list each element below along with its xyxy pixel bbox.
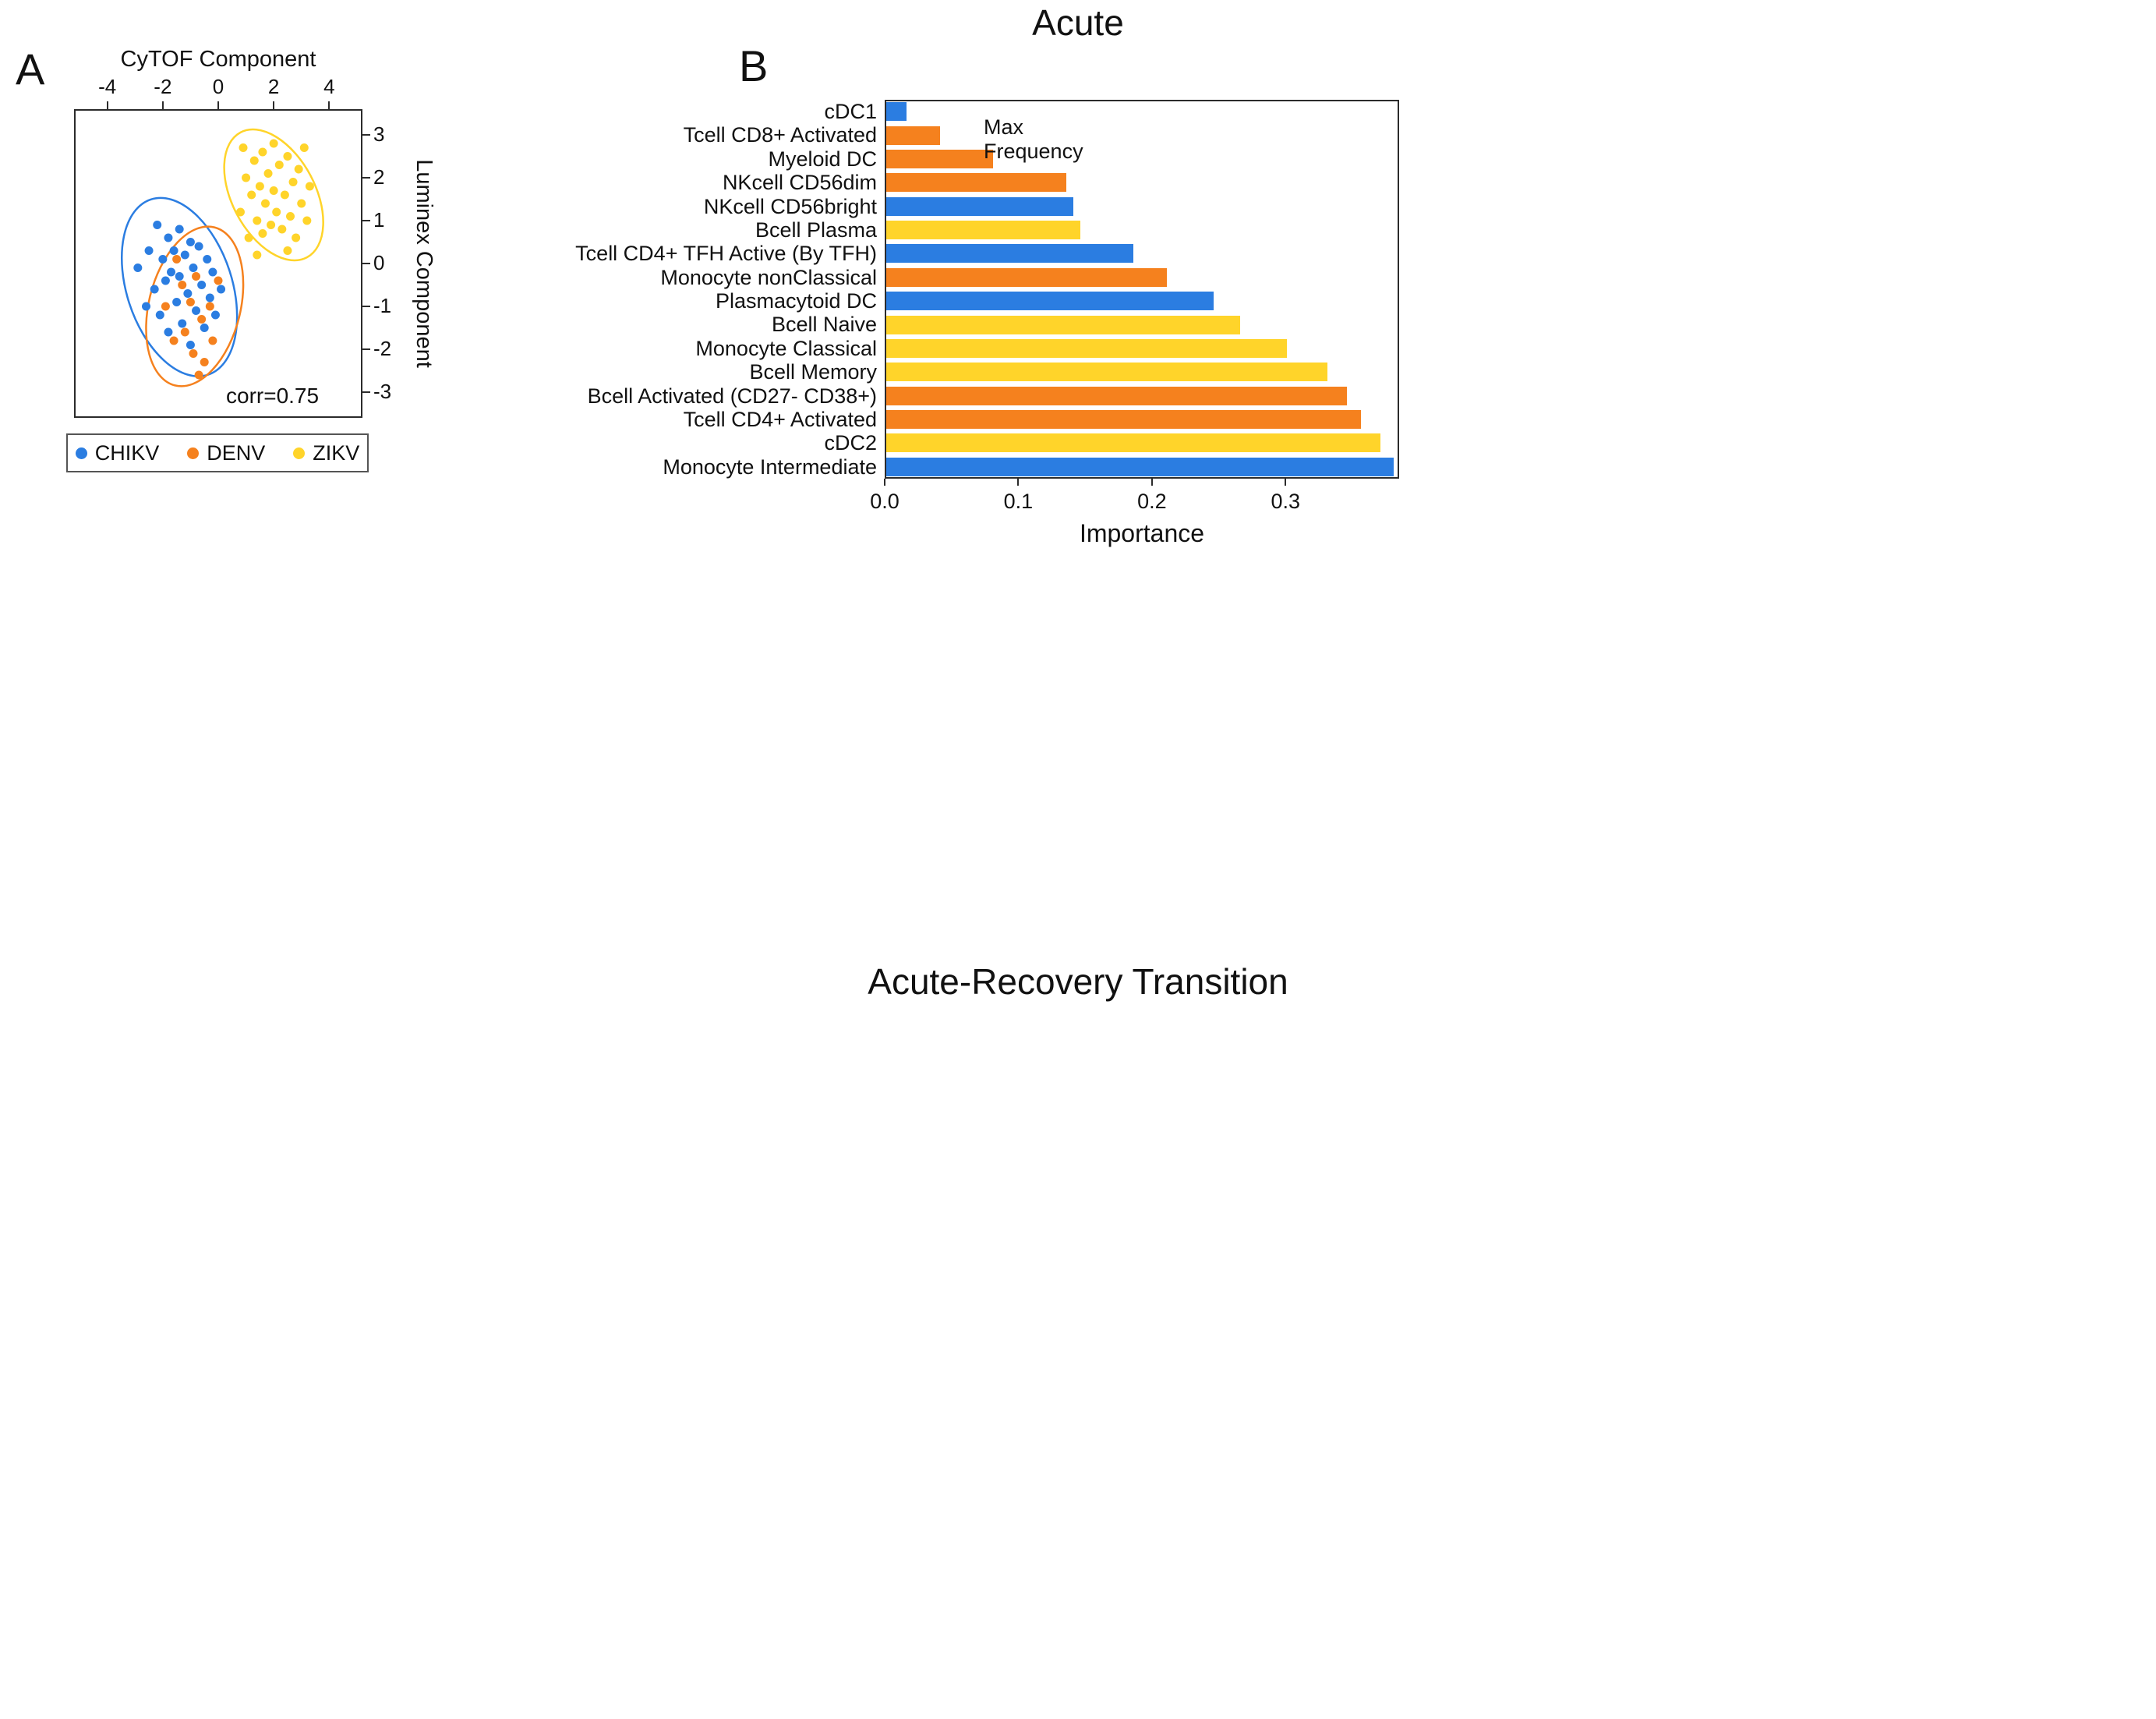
bar-label: Bcell Memory	[749, 360, 877, 384]
x-tick-mark	[1150, 479, 1153, 486]
y-tick-mark	[362, 220, 370, 221]
bar-label: Myeloid DC	[768, 147, 877, 171]
bar	[886, 315, 1241, 334]
bar	[886, 126, 940, 145]
x-tick-label: 0.1	[1003, 490, 1034, 513]
scatter-legend-A: CHIKV DENV ZIKV	[66, 433, 369, 472]
bar	[886, 173, 1067, 193]
x-tick-mark	[1285, 479, 1287, 486]
panel-letter-B: B	[739, 41, 769, 90]
bar	[886, 221, 1080, 240]
legend-title: Max Frequency	[984, 115, 1083, 164]
x-tick-mark	[1017, 479, 1020, 486]
x-tick-mark	[106, 101, 108, 109]
legend-label-ZIKV: ZIKV	[313, 440, 360, 465]
bar	[886, 149, 994, 168]
bar	[886, 102, 907, 122]
x-tick-label: 4	[323, 75, 335, 98]
bar-label: cDC1	[824, 100, 877, 123]
y-tick-label: -1	[373, 294, 392, 317]
y-tick-label: 0	[373, 251, 385, 274]
bar	[886, 386, 1348, 405]
x-tick-label: -2	[154, 75, 172, 98]
y-tick-label: -3	[373, 380, 392, 403]
bar	[886, 457, 1394, 476]
x-tick-label: 0.3	[1271, 490, 1301, 513]
x-tick-mark	[328, 101, 330, 109]
y-tick-mark	[362, 134, 370, 136]
y-axis-label: Luminex Component	[412, 159, 437, 368]
x-axis-label: CyTOF Component	[120, 47, 316, 72]
y-tick-mark	[362, 391, 370, 393]
bar-label: Plasmacytoid DC	[715, 289, 877, 313]
y-tick-label: 2	[373, 165, 385, 189]
bar-label: NKcell CD56bright	[703, 194, 877, 218]
bar-label: Monocyte Intermediate	[663, 455, 877, 479]
y-tick-mark	[362, 177, 370, 179]
legend-label-DENV: DENV	[207, 440, 266, 465]
bar	[886, 433, 1381, 453]
legend-entry-CHIKV: CHIKV	[75, 440, 160, 465]
bar-label: Tcell CD8+ Activated	[683, 123, 877, 147]
y-tick-label: 3	[373, 122, 385, 146]
x-tick-mark	[273, 101, 275, 109]
x-tick-label: 0	[212, 75, 224, 98]
bar-label: NKcell CD56dim	[722, 171, 877, 195]
section-title-transition: Acute-Recovery Transition	[868, 961, 1288, 1002]
bar	[886, 338, 1288, 358]
x-tick-label: 2	[267, 75, 280, 98]
bar	[886, 244, 1134, 264]
legend-entry-DENV: DENV	[187, 441, 265, 465]
x-tick-label: -4	[98, 75, 117, 98]
y-tick-mark	[362, 306, 370, 307]
section-title-acute: Acute	[1032, 2, 1124, 43]
x-tick-label: 0.2	[1137, 490, 1167, 513]
bar-label: Tcell CD4+ Activated	[683, 407, 877, 431]
x-tick-mark	[217, 101, 219, 109]
bar-label: Tcell CD4+ TFH Active (By TFH)	[575, 242, 877, 266]
legend-dot-ZIKV	[293, 447, 306, 459]
bar	[886, 267, 1167, 287]
bar	[886, 363, 1327, 382]
x-tick-mark	[161, 101, 164, 109]
bar	[886, 196, 1073, 216]
x-tick-label: 0.0	[870, 490, 900, 513]
panel-letter-A: A	[16, 44, 45, 94]
corr-text: corr=0.75	[226, 384, 320, 408]
legend-label-CHIKV: CHIKV	[94, 440, 160, 465]
y-tick-label: 1	[373, 208, 385, 232]
x-tick-mark	[884, 479, 885, 486]
bar	[886, 292, 1214, 311]
bar-label: Bcell Activated (CD27- CD38+)	[587, 384, 877, 408]
y-tick-mark	[362, 348, 370, 350]
legend-entry-ZIKV: ZIKV	[293, 441, 359, 465]
bar-label: cDC2	[824, 431, 877, 455]
bar	[886, 410, 1361, 430]
legend-dot-CHIKV	[75, 447, 87, 459]
x-axis-label: Importance	[1079, 519, 1205, 547]
bar-label: Bcell Naive	[771, 313, 877, 337]
scatter-plot-A	[74, 109, 362, 418]
y-tick-label: -2	[373, 337, 392, 360]
bar-label: Monocyte nonClassical	[660, 265, 877, 289]
bar-label: Bcell Plasma	[755, 218, 877, 242]
legend-dot-DENV	[187, 447, 200, 459]
y-tick-mark	[362, 263, 370, 264]
bar-label: Monocyte Classical	[695, 336, 877, 360]
